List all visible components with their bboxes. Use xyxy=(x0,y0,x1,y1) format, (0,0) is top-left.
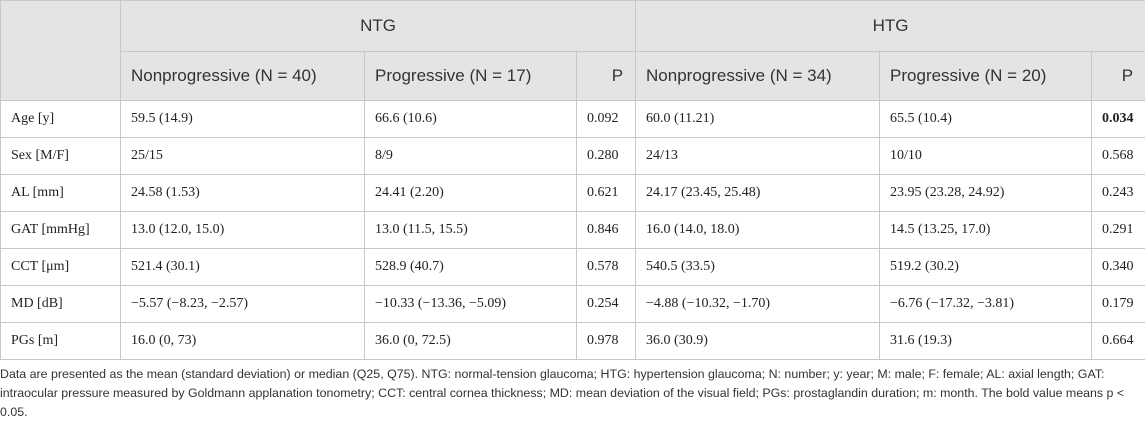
table-cell: 16.0 (0, 73) xyxy=(120,322,365,360)
col-header-htg-p: P xyxy=(1091,51,1145,101)
group-header-row: NTG HTG xyxy=(0,0,1145,101)
table-cell: 16.0 (14.0, 18.0) xyxy=(635,211,881,249)
table-cell: 25/15 xyxy=(120,137,365,175)
table-row: PGs [m] 16.0 (0, 73) 36.0 (0, 72.5) 0.97… xyxy=(0,322,1145,360)
table-cell: 8/9 xyxy=(364,137,577,175)
table-cell: −4.88 (−10.32, −1.70) xyxy=(635,285,881,323)
table-row: AL [mm] 24.58 (1.53) 24.41 (2.20) 0.621 … xyxy=(0,174,1145,212)
col-header-ntg-nonprogressive: Nonprogressive (N = 40) xyxy=(120,51,365,101)
p-value-cell: 0.340 xyxy=(1091,248,1145,286)
p-value-cell: 0.664 xyxy=(1091,322,1145,360)
table-cell: 59.5 (14.9) xyxy=(120,100,365,138)
table-cell: 65.5 (10.4) xyxy=(879,100,1093,138)
table-footnote: Data are presented as the mean (standard… xyxy=(0,367,1125,419)
table-cell: 540.5 (33.5) xyxy=(635,248,881,286)
group-header-ntg: NTG xyxy=(119,0,637,52)
table-row: MD [dB] −5.57 (−8.23, −2.57) −10.33 (−13… xyxy=(0,285,1145,323)
row-label: MD [dB] xyxy=(0,285,121,323)
table-cell: 36.0 (0, 72.5) xyxy=(364,322,577,360)
table-row: Age [y] 59.5 (14.9) 66.6 (10.6) 0.092 60… xyxy=(0,100,1145,138)
row-label: Age [y] xyxy=(0,100,121,138)
p-value-cell: 0.280 xyxy=(575,137,637,175)
row-label: GAT [mmHg] xyxy=(0,211,121,249)
table-cell: 521.4 (30.1) xyxy=(120,248,365,286)
p-value-cell: 0.243 xyxy=(1091,174,1145,212)
p-value-cell: 0.179 xyxy=(1091,285,1145,323)
results-table: NTG HTG Nonprogressive (N = 40) Progress… xyxy=(0,0,1145,360)
group-header-htg: HTG xyxy=(635,0,1145,52)
table-cell: 24.41 (2.20) xyxy=(364,174,577,212)
table-row: Sex [M/F] 25/15 8/9 0.280 24/13 10/10 0.… xyxy=(0,137,1145,175)
p-value-cell: 0.092 xyxy=(575,100,637,138)
table-cell: 13.0 (11.5, 15.5) xyxy=(364,211,577,249)
row-label: AL [mm] xyxy=(0,174,121,212)
table-cell: 66.6 (10.6) xyxy=(364,100,577,138)
col-header-htg-nonprogressive: Nonprogressive (N = 34) xyxy=(635,51,881,101)
row-label-header xyxy=(0,0,121,101)
p-value-cell: 0.978 xyxy=(575,322,637,360)
table-cell: 10/10 xyxy=(879,137,1093,175)
table-cell: 36.0 (30.9) xyxy=(635,322,881,360)
table-cell: 31.6 (19.3) xyxy=(879,322,1093,360)
table-cell: 24/13 xyxy=(635,137,881,175)
col-header-htg-progressive: Progressive (N = 20) xyxy=(879,51,1093,101)
row-label: PGs [m] xyxy=(0,322,121,360)
p-value-cell: 0.254 xyxy=(575,285,637,323)
row-label: Sex [M/F] xyxy=(0,137,121,175)
col-header-ntg-progressive: Progressive (N = 17) xyxy=(364,51,577,101)
p-value-cell: 0.846 xyxy=(575,211,637,249)
table-cell: 14.5 (13.25, 17.0) xyxy=(879,211,1093,249)
row-label: CCT [μm] xyxy=(0,248,121,286)
table-cell: 60.0 (11.21) xyxy=(635,100,881,138)
col-header-ntg-p: P xyxy=(575,51,637,101)
table-cell: 13.0 (12.0, 15.0) xyxy=(120,211,365,249)
table-cell: 528.9 (40.7) xyxy=(364,248,577,286)
table-cell: −5.57 (−8.23, −2.57) xyxy=(120,285,365,323)
table-cell: 24.58 (1.53) xyxy=(120,174,365,212)
table-row: CCT [μm] 521.4 (30.1) 528.9 (40.7) 0.578… xyxy=(0,248,1145,286)
table-cell: 519.2 (30.2) xyxy=(879,248,1093,286)
table-cell: 23.95 (23.28, 24.92) xyxy=(879,174,1093,212)
table-row: GAT [mmHg] 13.0 (12.0, 15.0) 13.0 (11.5,… xyxy=(0,211,1145,249)
p-value-cell: 0.578 xyxy=(575,248,637,286)
subheader-row: Nonprogressive (N = 40) Progressive (N =… xyxy=(1,51,1145,101)
p-value-cell: 0.291 xyxy=(1091,211,1145,249)
p-value-cell-significant: 0.034 xyxy=(1091,100,1145,138)
table-cell: −6.76 (−17.32, −3.81) xyxy=(879,285,1093,323)
table-cell: −10.33 (−13.36, −5.09) xyxy=(364,285,577,323)
p-value-cell: 0.568 xyxy=(1091,137,1145,175)
table-cell: 24.17 (23.45, 25.48) xyxy=(635,174,881,212)
p-value-cell: 0.621 xyxy=(575,174,637,212)
